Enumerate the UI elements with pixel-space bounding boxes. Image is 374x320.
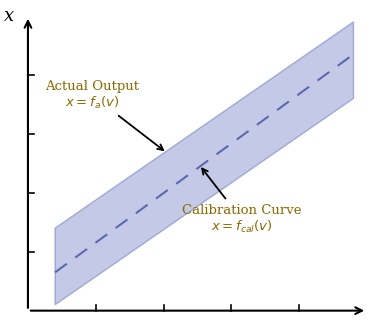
Text: Actual Output
$x = f_a(v)$: Actual Output $x = f_a(v)$ xyxy=(45,80,163,150)
Text: x: x xyxy=(4,7,14,25)
Text: Calibration Curve
$x = f_{cal}(v)$: Calibration Curve $x = f_{cal}(v)$ xyxy=(182,169,301,235)
Polygon shape xyxy=(55,22,353,305)
